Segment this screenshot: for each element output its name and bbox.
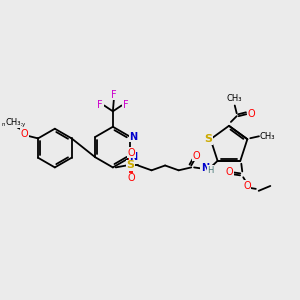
Text: F: F xyxy=(98,100,103,110)
Text: F: F xyxy=(111,90,117,100)
Text: methoxy: methoxy xyxy=(2,122,26,127)
Text: N: N xyxy=(201,164,209,173)
Text: O: O xyxy=(226,167,233,177)
Text: CH₃: CH₃ xyxy=(260,132,275,141)
Text: N: N xyxy=(129,152,137,162)
Text: S: S xyxy=(126,160,134,170)
Text: CH₃: CH₃ xyxy=(226,94,242,103)
Text: S: S xyxy=(205,134,213,144)
Text: O: O xyxy=(243,181,251,191)
Text: O: O xyxy=(128,148,135,158)
Text: O: O xyxy=(192,151,200,161)
Text: CH₃: CH₃ xyxy=(5,118,21,127)
Text: F: F xyxy=(123,100,128,110)
Text: O: O xyxy=(21,129,28,139)
Text: H: H xyxy=(207,166,214,175)
Text: O: O xyxy=(128,173,135,183)
Text: O: O xyxy=(248,109,255,119)
Text: N: N xyxy=(129,132,137,142)
